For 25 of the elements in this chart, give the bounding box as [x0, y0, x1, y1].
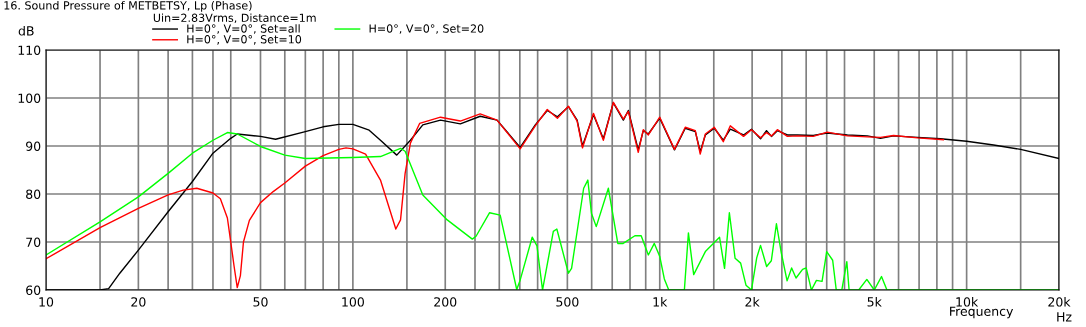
chart-title: 16. Sound Pressure of METBETSY, Lp (Phase): [4, 0, 252, 12]
y-tick-label: 60: [26, 285, 41, 295]
x-tick-label: 500: [556, 297, 579, 307]
y-tick-label: 80: [26, 189, 41, 199]
legend-label: H=0°, V=0°, Set=20: [369, 24, 484, 34]
x-tick-label: 5k: [867, 296, 882, 307]
x-axis-title: Frequency: [950, 306, 1014, 319]
x-tick-label: 10: [39, 297, 54, 307]
x-tick-label: 20k: [1048, 296, 1071, 307]
x-tick-label: 200: [434, 297, 457, 307]
legend-title: Uin=2.83Vrms, Distance=1m: [153, 13, 316, 24]
y-axis-title: dB: [18, 25, 34, 36]
y-tick-label: 100: [18, 93, 41, 103]
y-tick-label: 90: [26, 141, 41, 151]
text: Hz: [1057, 312, 1072, 322]
legend-label: H=0°, V=0°, Set=10: [187, 35, 302, 45]
legend-label: H=0°, V=0°, Set=all: [187, 24, 300, 34]
x-tick-label: 20: [131, 297, 146, 307]
x-tick-label: 1k: [653, 296, 668, 307]
x-tick-label: 10k: [956, 296, 979, 307]
y-tick-label: 70: [26, 237, 41, 247]
x-tick-label: 100: [342, 297, 364, 307]
x-tick-label: 50: [253, 297, 268, 307]
x-tick-label: 2k: [745, 296, 760, 307]
y-tick-label: 110: [18, 45, 41, 55]
